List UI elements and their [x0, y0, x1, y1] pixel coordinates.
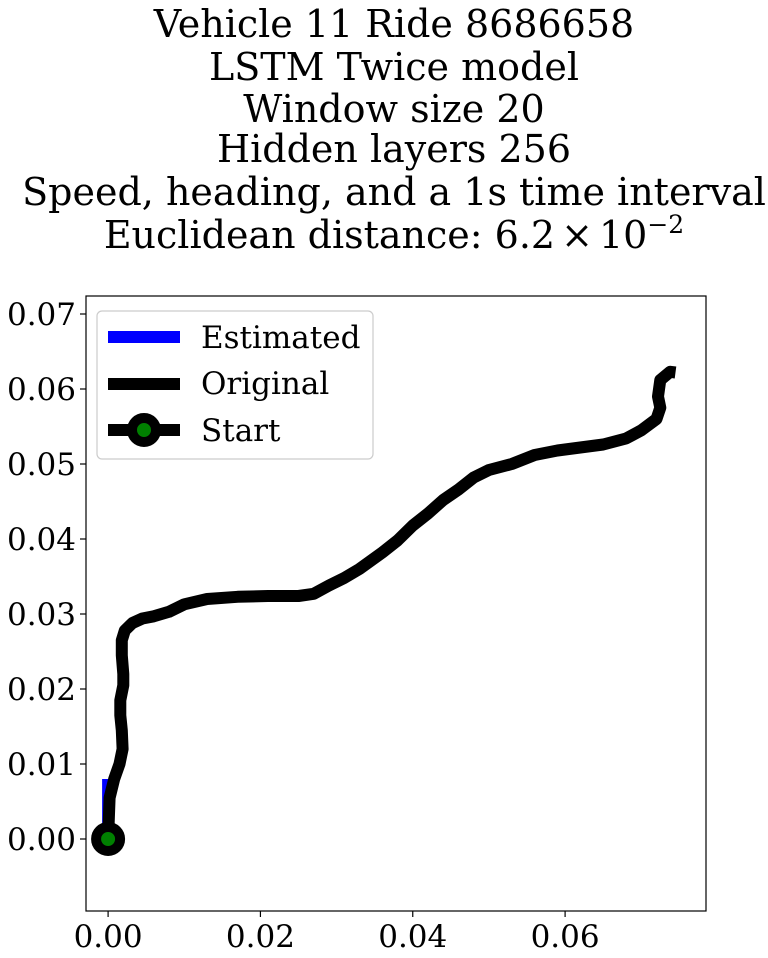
title-distance-base: 10 [599, 213, 647, 257]
x-tick-label: 0.04 [378, 919, 447, 955]
title-line-5: Speed, heading, and a 1s time interval [22, 170, 766, 214]
title-distance-prefix: Euclidean distance: 6.2 [104, 213, 555, 257]
title-line-2: LSTM Twice model [209, 45, 579, 89]
title-line-6: Euclidean distance: 6.2 × 10−2 [104, 210, 684, 257]
x-tick-label: 0.06 [531, 919, 600, 955]
x-tick-label: 0.00 [74, 919, 143, 955]
title-line-3: Window size 20 [243, 87, 544, 131]
y-tick-label: 0.05 [7, 447, 76, 483]
legend-box [96, 310, 374, 460]
original-series-line [102, 365, 677, 840]
x-tick-label: 0.02 [226, 919, 295, 955]
y-tick-label: 0.00 [7, 822, 76, 858]
legend-start-label: Start [201, 413, 281, 449]
title-line-4: Hidden layers 256 [217, 127, 571, 171]
y-tick-label: 0.02 [7, 672, 76, 708]
legend: Estimated Original Start [96, 310, 374, 460]
y-tick-label: 0.04 [7, 522, 76, 558]
legend-original-label: Original [201, 366, 329, 402]
title-line-1: Vehicle 11 Ride 8686658 [153, 2, 634, 46]
title-distance-times: × [561, 213, 593, 257]
y-tick-label: 0.06 [7, 372, 76, 408]
legend-start-marker [127, 413, 161, 447]
title-distance-exponent: −2 [647, 210, 684, 239]
legend-estimated-label: Estimated [201, 320, 360, 356]
y-tick-label: 0.03 [7, 597, 76, 633]
y-tick-label: 0.07 [7, 297, 76, 333]
start-marker [91, 822, 126, 856]
chart-title: Vehicle 11 Ride 8686658 LSTM Twice model… [22, 2, 766, 257]
y-tick-label: 0.01 [7, 747, 76, 783]
